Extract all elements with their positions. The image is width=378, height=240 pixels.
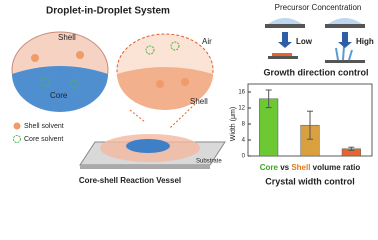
legend-swatch <box>13 122 21 130</box>
error-bar <box>348 146 355 151</box>
air-label: Air <box>202 37 212 46</box>
legend-text: Core solvent <box>24 136 63 143</box>
precursor-caption: Growth direction control <box>264 67 369 77</box>
high-label: High <box>356 37 374 46</box>
x-axis-label: Core vs Shell volume ratio <box>260 163 361 172</box>
x-label-part: volume ratio <box>310 163 360 172</box>
precursor-title: Precursor Concentration <box>275 3 362 12</box>
shell-label-2: Shell <box>190 97 208 106</box>
x-label-part: vs <box>278 163 291 172</box>
chart-caption: Crystal width control <box>265 176 355 186</box>
low-label: Low <box>296 37 313 46</box>
core-label: Core <box>50 91 68 100</box>
x-label-part: Core <box>260 163 279 172</box>
y-axis-label: Width (μm) <box>230 107 237 141</box>
legend-swatch <box>13 135 21 143</box>
y-tick-label: 8 <box>242 122 246 128</box>
y-tick-label: 0 <box>242 154 246 160</box>
figure: Droplet-in-Droplet System Shell Core Air… <box>11 3 374 186</box>
shell-label: Shell <box>58 33 76 42</box>
legend-text: Shell solvent <box>24 123 64 130</box>
x-label-part: Shell <box>291 163 310 172</box>
core-zoom <box>11 31 109 112</box>
precursor-illustration <box>265 18 365 63</box>
vessel-caption: Core-shell Reaction Vessel <box>79 176 181 185</box>
error-bar <box>265 89 272 109</box>
title: Droplet-in-Droplet System <box>46 6 170 17</box>
y-tick-label: 12 <box>238 106 245 112</box>
y-tick-label: 16 <box>238 90 245 96</box>
vessel <box>79 134 226 169</box>
substrate-label: Substrate <box>196 159 222 165</box>
shell-zoom <box>116 33 214 129</box>
error-bar <box>307 110 313 140</box>
y-tick-label: 4 <box>242 138 246 144</box>
